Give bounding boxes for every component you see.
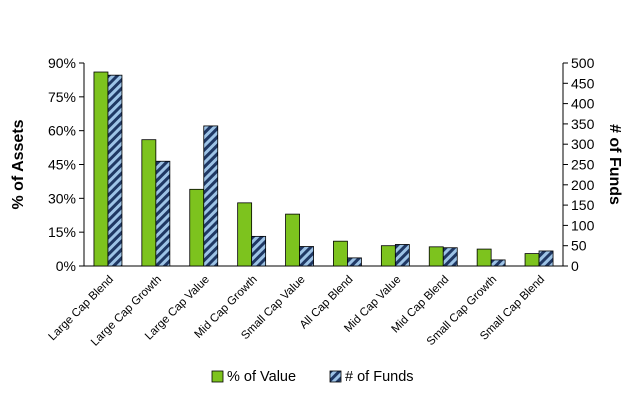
bar-pct-value bbox=[524, 253, 540, 267]
bar-num-funds bbox=[107, 74, 123, 267]
right-tick-label: 450 bbox=[571, 75, 595, 91]
bar-pct-value bbox=[189, 188, 205, 267]
legend-label-num-funds: # of Funds bbox=[345, 369, 414, 385]
right-tick-label: 500 bbox=[571, 55, 595, 71]
bar-num-funds bbox=[155, 160, 171, 267]
bar-pct-value bbox=[333, 240, 348, 267]
right-tick-label: 150 bbox=[571, 197, 595, 213]
bar-pct-value bbox=[380, 245, 396, 267]
bar-num-funds bbox=[442, 247, 458, 267]
right-tick-label: 50 bbox=[571, 238, 587, 254]
left-tick-label: 90% bbox=[48, 55, 76, 71]
right-tick-label: 400 bbox=[571, 96, 595, 112]
bar-num-funds bbox=[490, 259, 506, 267]
right-axis-title: # of Funds bbox=[606, 124, 623, 205]
bar-num-funds bbox=[299, 246, 314, 267]
bar-num-funds bbox=[251, 235, 267, 267]
bar-pct-value bbox=[237, 202, 253, 267]
bar-num-funds bbox=[538, 250, 554, 267]
left-tick-label: 75% bbox=[48, 89, 76, 105]
right-tick-label: 300 bbox=[571, 136, 595, 152]
right-tick-label: 100 bbox=[571, 217, 595, 233]
legend-swatch-pct-value bbox=[211, 370, 224, 383]
bar-pct-value bbox=[93, 71, 109, 267]
bar-num-funds bbox=[394, 244, 410, 267]
bar-pct-value bbox=[476, 248, 492, 267]
bar-num-funds bbox=[203, 125, 219, 267]
right-tick-label: 200 bbox=[571, 177, 595, 193]
right-tick-label: 0 bbox=[571, 258, 579, 274]
left-tick-label: 30% bbox=[48, 190, 76, 206]
right-tick-label: 250 bbox=[571, 157, 595, 173]
left-tick-label: 60% bbox=[48, 123, 76, 139]
bar-pct-value bbox=[428, 246, 444, 267]
left-tick-label: 0% bbox=[56, 258, 76, 274]
right-tick-label: 350 bbox=[571, 116, 595, 132]
left-tick-label: 45% bbox=[48, 157, 76, 173]
left-axis-title: % of Assets bbox=[10, 119, 27, 209]
bar-pct-value bbox=[141, 139, 157, 267]
bar-pct-value bbox=[285, 213, 300, 267]
bar-num-funds bbox=[347, 257, 362, 267]
legend-label-pct-value: % of Value bbox=[227, 369, 296, 385]
legend-swatch-num-funds bbox=[329, 370, 342, 383]
left-tick-label: 15% bbox=[48, 224, 76, 240]
